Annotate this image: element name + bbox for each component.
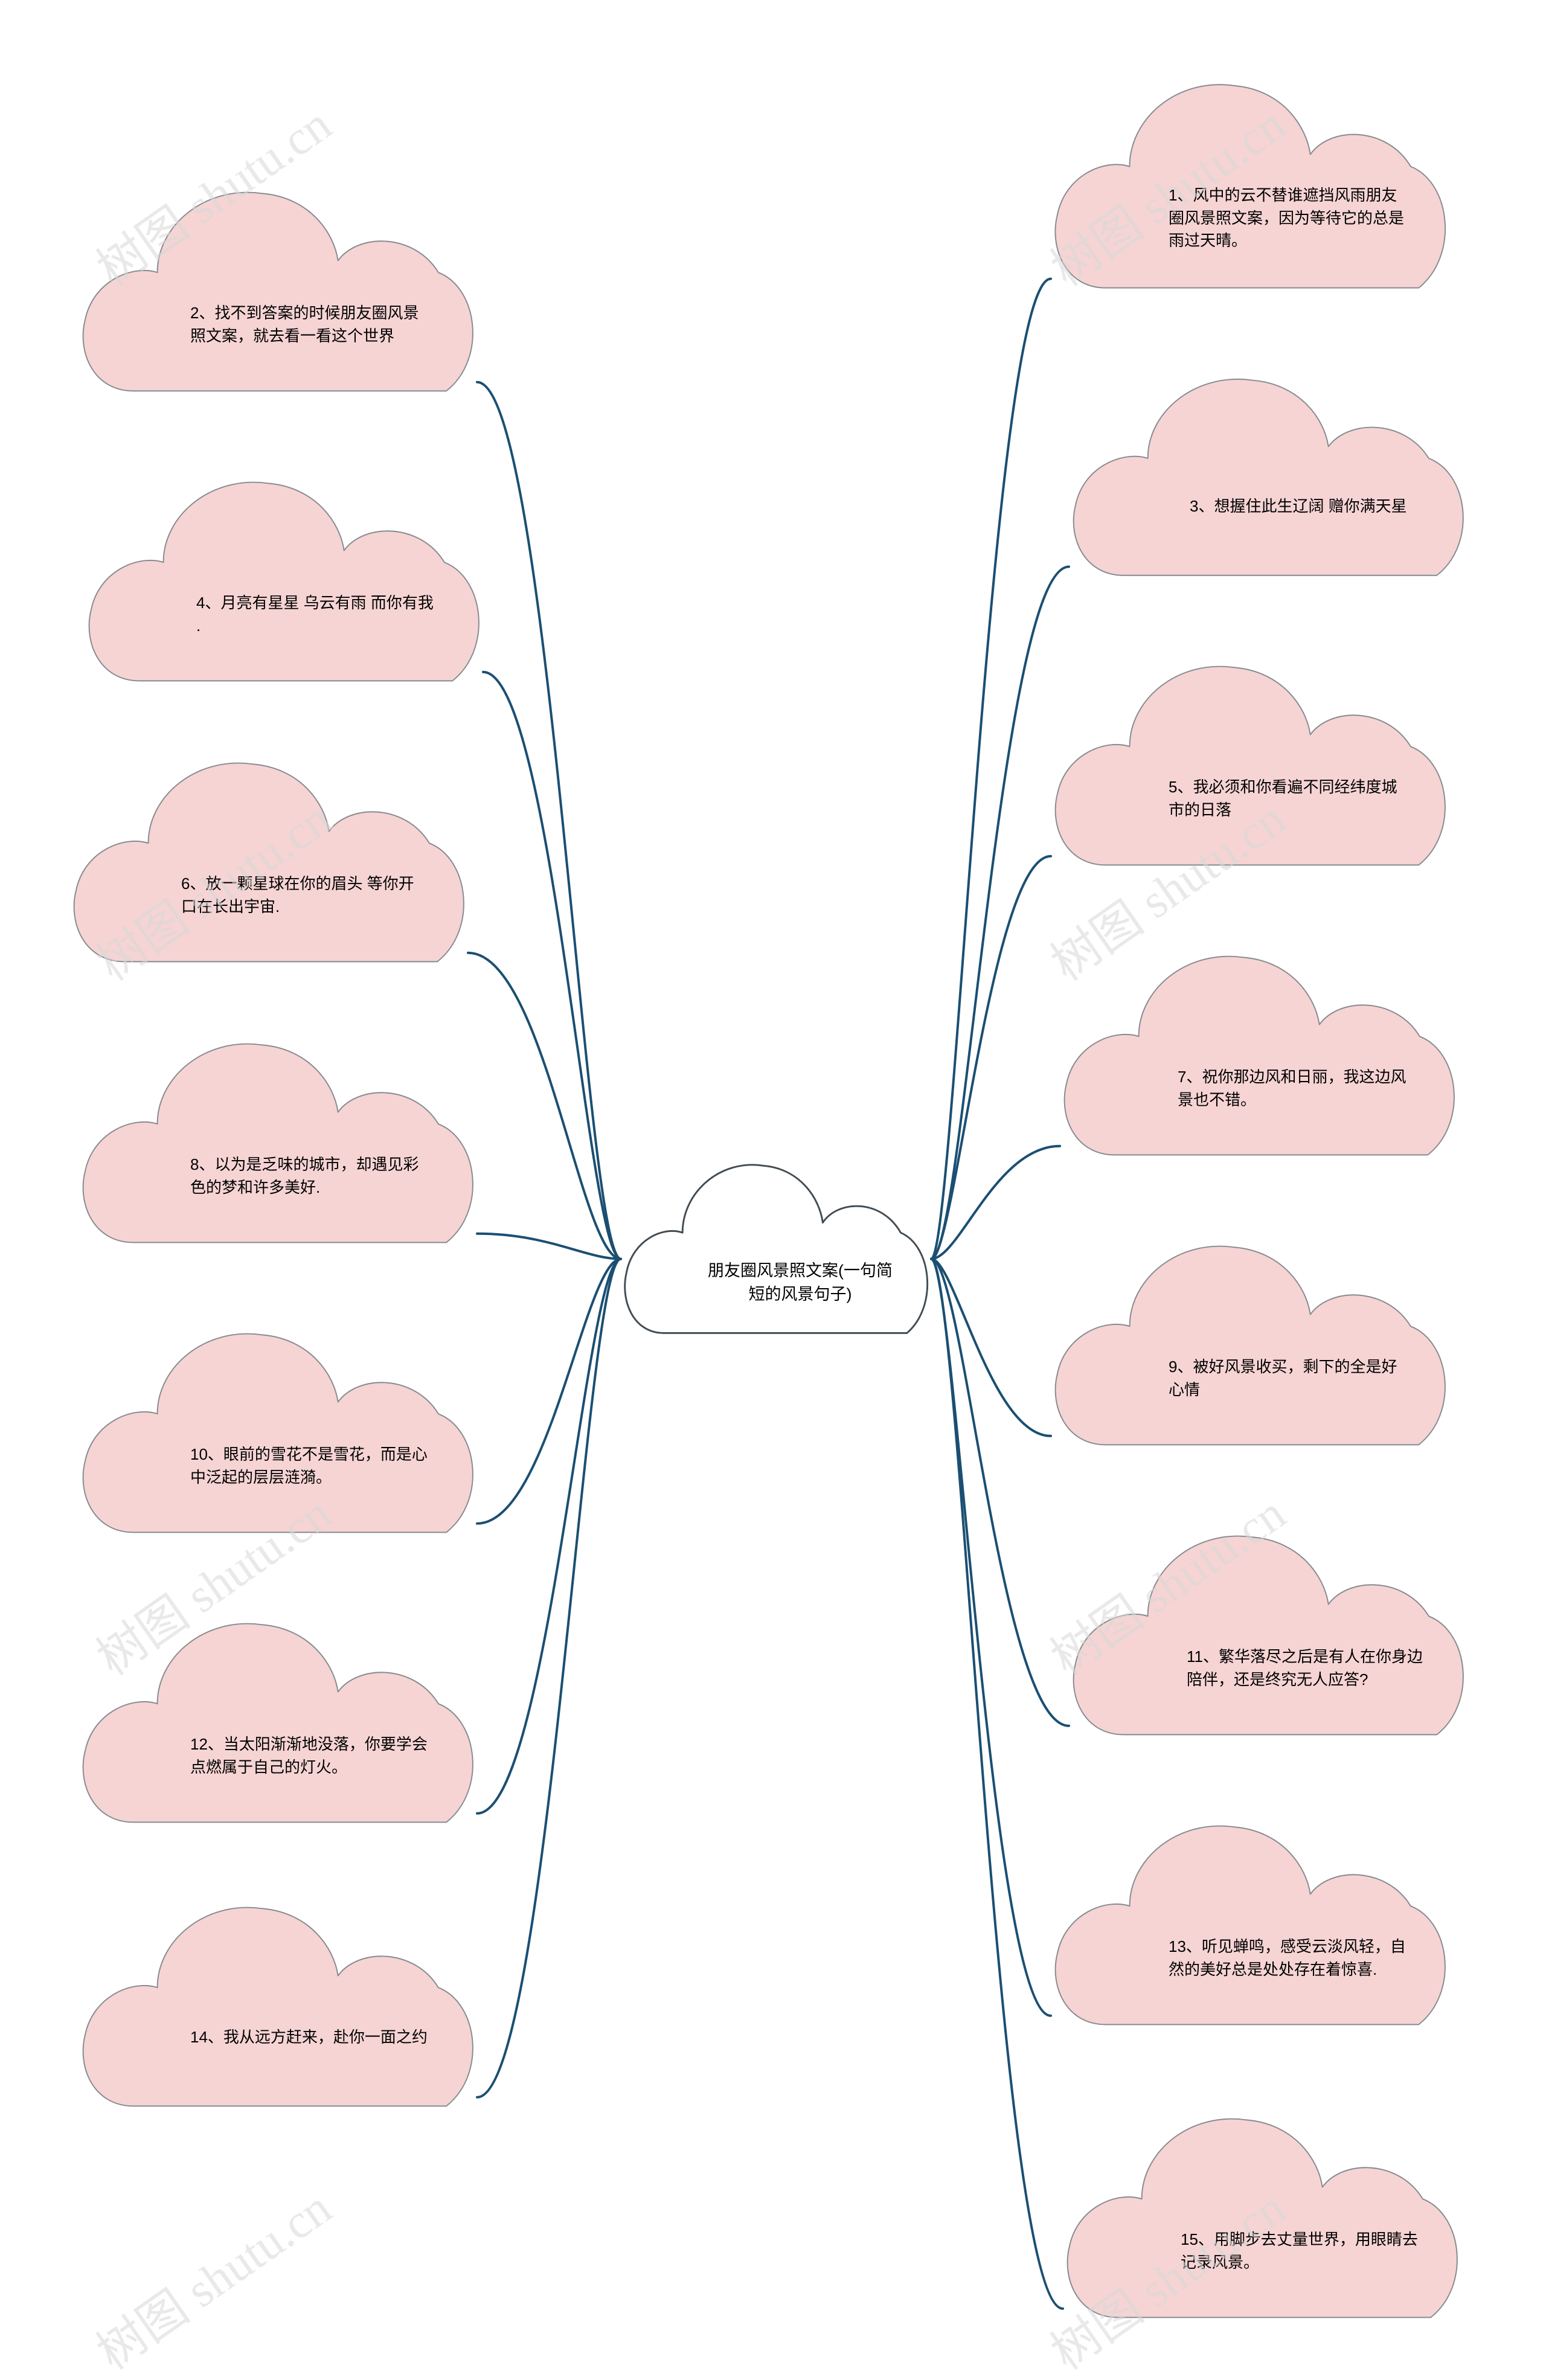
cloud-shape bbox=[79, 441, 489, 704]
connector-line bbox=[468, 953, 621, 1259]
node-label: 1、风中的云不替谁遮挡风雨朋友 圈风景照文案，因为等待它的总是 雨过天晴。 bbox=[1169, 184, 1407, 252]
connector-line bbox=[477, 1234, 621, 1259]
node-label: 14、我从远方赶来，赴你一面之约 bbox=[190, 2026, 438, 2049]
cloud-shape bbox=[1045, 1785, 1455, 2047]
mindmap-node: 4、月亮有星星 乌云有雨 而你有我 . bbox=[79, 441, 489, 704]
connector-line bbox=[477, 1259, 621, 2097]
connector-line bbox=[477, 1259, 621, 1814]
cloud-shape bbox=[72, 1002, 483, 1265]
watermark: 树图 shutu.cn bbox=[80, 2170, 342, 2380]
cloud-shape bbox=[1045, 625, 1455, 888]
mindmap-node: 13、听见蝉鸣，感受云淡风轻，自 然的美好总是处处存在着惊喜. bbox=[1045, 1785, 1455, 2047]
connector-line bbox=[931, 1146, 1060, 1259]
mindmap-node: 9、被好风景收买，剩下的全是好 心情 bbox=[1045, 1205, 1455, 1467]
mindmap-node: 15、用脚步去丈量世界，用眼睛去 记录风景。 bbox=[1057, 2077, 1467, 2340]
cloud-shape bbox=[63, 722, 474, 984]
connector-line bbox=[931, 1259, 1063, 2309]
cloud-shape bbox=[1045, 1205, 1455, 1467]
node-label: 10、眼前的雪花不是雪花，而是心 中泛起的层层涟漪。 bbox=[190, 1443, 432, 1489]
cloud-shape bbox=[72, 1292, 483, 1555]
mindmap-node: 11、繁华落尽之后是有人在你身边 陪伴，还是终究无人应答? bbox=[1063, 1495, 1474, 1757]
mindmap-node: 6、放一颗星球在你的眉头 等你开 口在长出宇宙. bbox=[63, 722, 474, 984]
node-label: 4、月亮有星星 乌云有雨 而你有我 . bbox=[196, 592, 441, 637]
mindmap-node: 7、祝你那边风和日丽，我这边风 景也不错。 bbox=[1054, 915, 1464, 1178]
node-label: 12、当太阳渐渐地没落，你要学会 点燃属于自己的灯火。 bbox=[190, 1733, 432, 1779]
center-node: 朋友圈风景照文案(一句简 短的风景句子) bbox=[616, 1129, 936, 1353]
cloud-shape bbox=[72, 151, 483, 414]
mindmap-canvas: 朋友圈风景照文案(一句简 短的风景句子) 2、找不到答案的时候朋友圈风景 照文案，… bbox=[0, 0, 1546, 2380]
mindmap-node: 2、找不到答案的时候朋友圈风景 照文案，就去看一看这个世界 bbox=[72, 151, 483, 414]
mindmap-node: 1、风中的云不替谁遮挡风雨朋友 圈风景照文案，因为等待它的总是 雨过天晴。 bbox=[1045, 42, 1455, 311]
node-label: 5、我必须和你看遍不同经纬度城 市的日落 bbox=[1169, 776, 1407, 821]
connector-line bbox=[931, 279, 1051, 1259]
cloud-shape bbox=[1045, 42, 1455, 311]
cloud-shape bbox=[1063, 338, 1474, 598]
node-label: 6、放一颗星球在你的眉头 等你开 口在长出宇宙. bbox=[181, 873, 423, 918]
node-label: 13、听见蝉鸣，感受云淡风轻，自 然的美好总是处处存在着惊喜. bbox=[1169, 1936, 1410, 1981]
node-label: 8、以为是乏味的城市，却遇见彩 色的梦和许多美好. bbox=[190, 1153, 429, 1199]
mindmap-node: 8、以为是乏味的城市，却遇见彩 色的梦和许多美好. bbox=[72, 1002, 483, 1265]
node-label: 3、想握住此生辽阔 赠你满天星 bbox=[1190, 495, 1431, 518]
mindmap-node: 14、我从远方赶来，赴你一面之约 bbox=[72, 1866, 483, 2129]
cloud-shape bbox=[616, 1129, 936, 1353]
node-label: 9、被好风景收买，剩下的全是好 心情 bbox=[1169, 1356, 1407, 1401]
cloud-shape bbox=[1057, 2077, 1467, 2340]
mindmap-node: 5、我必须和你看遍不同经纬度城 市的日落 bbox=[1045, 625, 1455, 888]
connector-line bbox=[931, 1259, 1051, 1436]
node-label: 7、祝你那边风和日丽，我这边风 景也不错。 bbox=[1178, 1066, 1416, 1111]
mindmap-node: 10、眼前的雪花不是雪花，而是心 中泛起的层层涟漪。 bbox=[72, 1292, 483, 1555]
cloud-shape bbox=[72, 1866, 483, 2129]
connector-line bbox=[931, 856, 1051, 1259]
connector-line bbox=[477, 382, 621, 1259]
mindmap-node: 12、当太阳渐渐地没落，你要学会 点燃属于自己的灯火。 bbox=[72, 1582, 483, 1845]
node-label: 11、繁华落尽之后是有人在你身边 陪伴，还是终究无人应答? bbox=[1187, 1646, 1428, 1691]
center-label: 朋友圈风景照文案(一句简 短的风景句子) bbox=[704, 1259, 897, 1306]
cloud-shape bbox=[1063, 1495, 1474, 1757]
cloud-shape bbox=[72, 1582, 483, 1845]
connector-line bbox=[477, 1259, 621, 1524]
node-label: 2、找不到答案的时候朋友圈风景 照文案，就去看一看这个世界 bbox=[190, 302, 429, 347]
node-label: 15、用脚步去丈量世界，用眼睛去 记录风景。 bbox=[1181, 2228, 1422, 2274]
mindmap-node: 3、想握住此生辽阔 赠你满天星 bbox=[1063, 338, 1474, 598]
connector-line bbox=[483, 672, 621, 1259]
connector-line bbox=[931, 1259, 1051, 2016]
cloud-shape bbox=[1054, 915, 1464, 1178]
